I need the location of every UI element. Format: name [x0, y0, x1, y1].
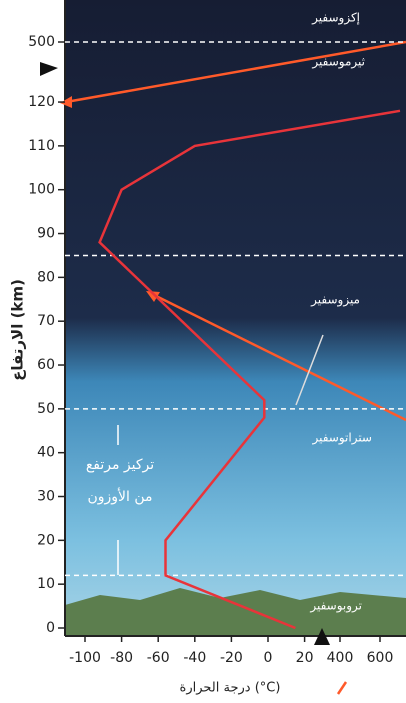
y-tick-label: 120 [28, 94, 55, 110]
x-tick-label: 0 [264, 650, 273, 666]
x-tick-label: 400 [327, 650, 354, 666]
y-tick-label: 0 [46, 620, 55, 636]
x-tick-label: -80 [110, 650, 133, 666]
layer-label: ستراتوسفير [311, 431, 372, 446]
ozone-note: من الأوزون [87, 487, 152, 505]
arrows [60, 40, 406, 695]
ozone-note: تركيز مرتفع [86, 457, 154, 473]
x-tick-label: 20 [296, 650, 314, 666]
y-tick-label: 100 [28, 182, 55, 198]
y-tick-label: 40 [37, 445, 55, 461]
axis-break [40, 62, 58, 76]
x-tick-label: -100 [69, 650, 101, 666]
y-tick-label: 20 [37, 532, 55, 548]
y-tick-label: 500 [28, 34, 55, 50]
layer-label: تروبوسفير [309, 599, 362, 614]
x-tick-label: 600 [367, 650, 394, 666]
layer-label: ميزوسفير [310, 293, 360, 308]
y-axis-title: الارتفاع (km) [9, 279, 27, 381]
y-tick-label: 70 [37, 313, 55, 329]
y-tick-label: 50 [37, 401, 55, 417]
y-tick-label: 10 [37, 576, 55, 592]
y-tick-label: 30 [37, 489, 55, 505]
temperature-line [98, 109, 401, 630]
x-tick-label: -60 [147, 650, 170, 666]
axis-break [314, 628, 330, 645]
y-tick-label: 60 [37, 357, 55, 373]
sky-background [65, 0, 406, 636]
pointer [295, 334, 324, 406]
x-axis-title: درجة الحرارة (°C) [180, 681, 281, 696]
layer-label: إكزوسفير [311, 11, 360, 26]
x-tick-label: -20 [220, 650, 243, 666]
x-tick-label: -40 [183, 650, 206, 666]
layer-label: ثيرموسفير [311, 55, 365, 70]
mountains [65, 588, 406, 636]
y-tick-label: 110 [28, 138, 55, 154]
y-tick-label: 90 [37, 226, 55, 242]
y-tick-label: 80 [37, 269, 55, 285]
